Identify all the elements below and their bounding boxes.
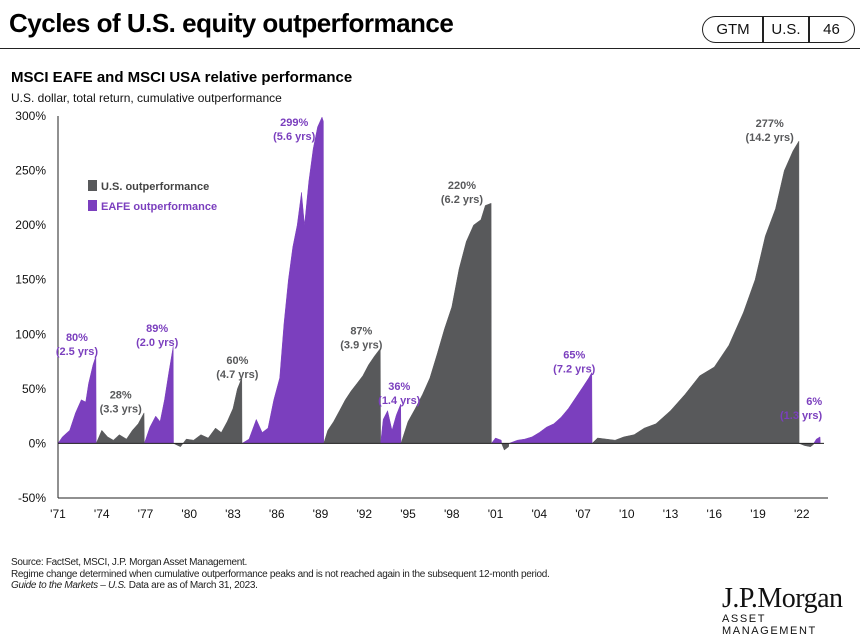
peak-duration-label: (2.5 yrs) xyxy=(56,346,99,358)
source-note: Source: FactSet, MSCI, J.P. Morgan Asset… xyxy=(11,557,247,568)
y-tick-label: 50% xyxy=(22,382,46,396)
peak-label: 6% xyxy=(806,396,822,408)
legend-label-eafe: EAFE outperformance xyxy=(101,201,217,213)
regime-area-eafe xyxy=(57,356,97,444)
peak-duration-label: (7.2 yrs) xyxy=(553,363,596,375)
peak-label: 299% xyxy=(280,117,308,129)
logo-wordmark: J.P.Morgan xyxy=(722,583,843,614)
regime-area-eafe xyxy=(490,437,502,444)
y-tick-label: 200% xyxy=(15,218,46,232)
peak-duration-label: (3.9 yrs) xyxy=(340,339,383,351)
x-tick-label: '92 xyxy=(356,507,372,521)
peak-label: 36% xyxy=(388,381,410,393)
title-divider xyxy=(0,48,860,49)
peak-label: 28% xyxy=(110,390,132,402)
chart-title: MSCI EAFE and MSCI USA relative performa… xyxy=(11,69,353,86)
x-tick-label: '74 xyxy=(94,507,110,521)
regime-area-us xyxy=(400,202,492,444)
x-tick-label: '04 xyxy=(531,507,547,521)
peak-duration-label: (14.2 yrs) xyxy=(746,132,795,144)
x-tick-label: '89 xyxy=(313,507,329,521)
y-tick-label: 300% xyxy=(15,109,46,123)
x-tick-label: '22 xyxy=(794,507,810,521)
x-tick-label: '83 xyxy=(225,507,241,521)
regime-note: Regime change determined when cumulative… xyxy=(11,568,550,580)
tag-gtm: GTM xyxy=(702,16,764,43)
regime-area-us xyxy=(501,443,510,451)
tag-page-number: 46 xyxy=(808,16,855,43)
x-tick-label: '80 xyxy=(181,507,197,521)
peak-label: 277% xyxy=(756,118,784,130)
x-tick-label: '19 xyxy=(750,507,766,521)
relative-performance-chart: -50% 0% 50% 100% 150% 200% 250% 300% '71 '74 '77 '8… xyxy=(15,109,828,521)
x-tick-label: '86 xyxy=(269,507,285,521)
x-tick-label: '10 xyxy=(619,507,635,521)
x-tick-label: '95 xyxy=(400,507,416,521)
peak-label: 87% xyxy=(350,325,372,337)
x-tick-label: '16 xyxy=(706,507,722,521)
legend-label-us: U.S. outperformance xyxy=(101,181,209,193)
peak-duration-label: (1.3 yrs) xyxy=(780,410,823,422)
peak-duration-label: (4.7 yrs) xyxy=(216,369,259,381)
legend-swatch-eafe xyxy=(88,200,97,211)
peak-duration-label: (6.2 yrs) xyxy=(441,194,484,206)
peak-label: 89% xyxy=(146,323,168,335)
y-tick-label: -50% xyxy=(18,491,46,505)
logo-subtitle: ASSET MANAGEMENT xyxy=(722,613,817,637)
peak-label: 220% xyxy=(448,180,476,192)
regime-area-eafe xyxy=(241,116,324,444)
regime-area-us xyxy=(591,140,800,444)
x-tick-label: '07 xyxy=(575,507,591,521)
regime-area-eafe xyxy=(380,404,402,444)
regime-area-eafe xyxy=(813,436,821,444)
y-tick-label: 250% xyxy=(15,164,46,178)
footnotes: Source: FactSet, MSCI, J.P. Morgan Asset… xyxy=(11,557,550,592)
peak-duration-label: (1.4 yrs) xyxy=(378,395,421,407)
peak-duration-label: (5.6 yrs) xyxy=(273,131,316,143)
data-date-note: Guide to the Markets – U.S. Data are as … xyxy=(11,580,550,592)
chart-subtitle: U.S. dollar, total return, cumulative ou… xyxy=(11,91,282,105)
regime-area-us xyxy=(95,412,145,444)
x-tick-label: '01 xyxy=(488,507,504,521)
y-tick-label: 150% xyxy=(15,273,46,287)
jpmorgan-logo: J.P.Morgan ASSET MANAGEMENT xyxy=(722,583,860,637)
peak-duration-label: (2.0 yrs) xyxy=(136,337,179,349)
peak-duration-label: (3.3 yrs) xyxy=(100,404,143,416)
x-tick-label: '71 xyxy=(50,507,66,521)
regime-area-eafe xyxy=(143,346,174,444)
regime-area-us xyxy=(173,377,243,448)
peak-label: 65% xyxy=(563,349,585,361)
legend-swatch-us xyxy=(88,180,97,191)
regime-area-us xyxy=(323,347,381,444)
y-tick-label: 100% xyxy=(15,327,46,341)
page-title: Cycles of U.S. equity outperformance xyxy=(9,8,454,38)
peak-label: 60% xyxy=(226,355,248,367)
x-tick-label: '77 xyxy=(138,507,154,521)
guide-title: Guide to the Markets – U.S. xyxy=(11,580,127,591)
regime-area-eafe xyxy=(508,371,593,444)
peak-label: 80% xyxy=(66,332,88,344)
x-tick-label: '98 xyxy=(444,507,460,521)
y-tick-label: 0% xyxy=(29,436,47,450)
data-date: Data are as of March 31, 2023. xyxy=(126,580,258,591)
x-tick-label: '13 xyxy=(663,507,679,521)
